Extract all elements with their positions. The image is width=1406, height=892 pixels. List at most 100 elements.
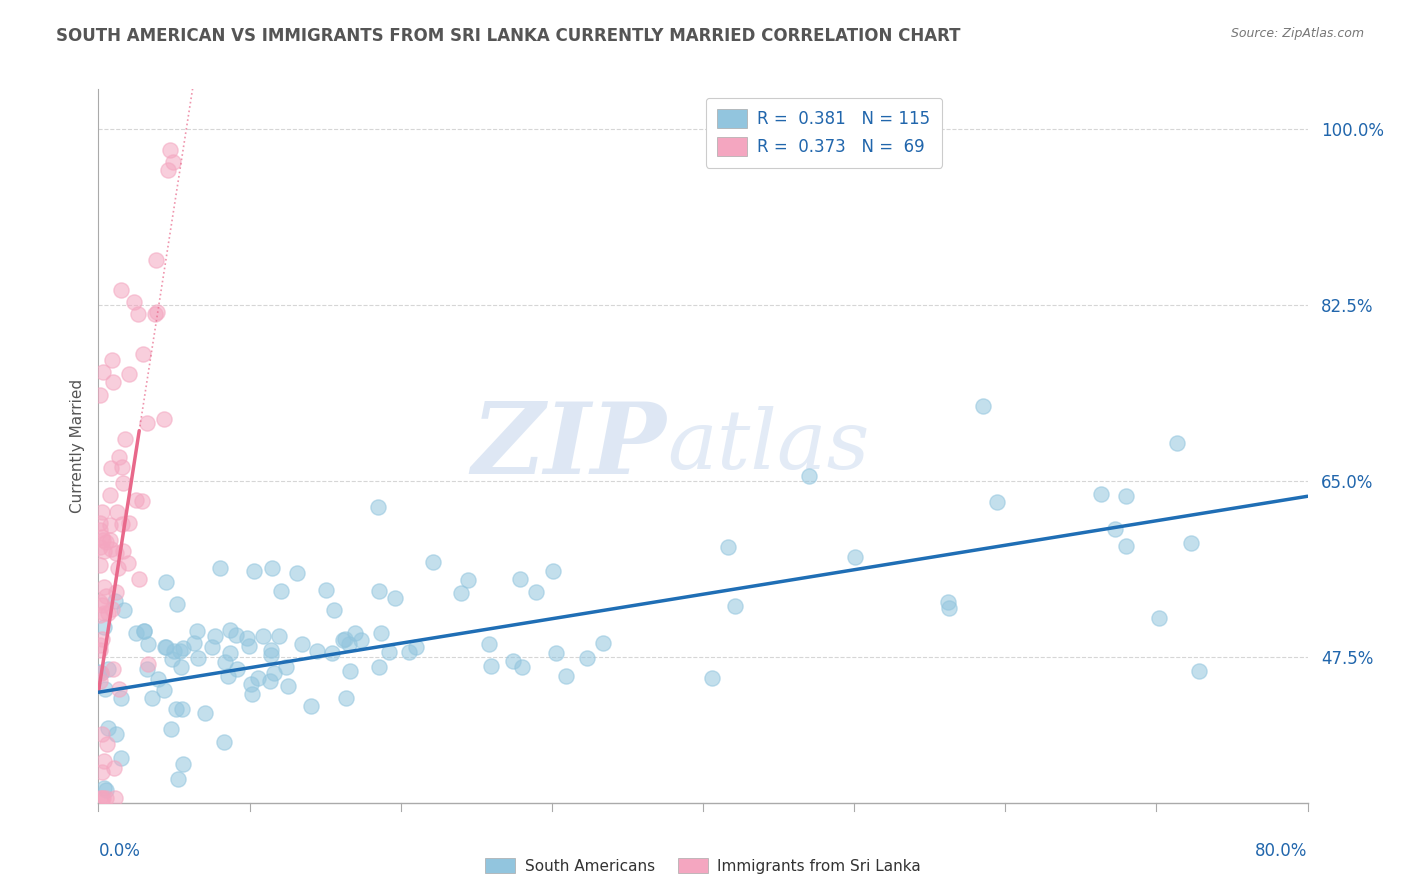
Point — [478, 637, 501, 651]
Point — [277, 679, 299, 693]
Point — [315, 582, 337, 597]
Point — [337, 637, 360, 651]
Point — [339, 665, 361, 679]
Point — [509, 572, 531, 586]
Point — [110, 750, 132, 764]
Point — [159, 143, 181, 157]
Point — [155, 640, 177, 654]
Point — [94, 590, 117, 604]
Point — [1187, 665, 1209, 679]
Point — [370, 625, 392, 640]
Point — [105, 546, 128, 560]
Point — [94, 790, 117, 805]
Point — [172, 702, 194, 716]
Point — [276, 660, 298, 674]
Point — [89, 674, 111, 689]
Point — [90, 764, 112, 779]
Point — [212, 735, 235, 749]
Point — [89, 790, 111, 805]
Point — [1166, 435, 1188, 450]
Point — [546, 646, 568, 660]
Point — [94, 681, 117, 696]
Point — [166, 597, 188, 611]
Point — [367, 584, 389, 599]
Point — [263, 666, 285, 681]
Point — [260, 642, 283, 657]
Point — [333, 632, 356, 646]
Point — [226, 662, 249, 676]
Y-axis label: Currently Married: Currently Married — [69, 379, 84, 513]
Point — [1180, 536, 1202, 550]
Point — [145, 305, 167, 319]
Point — [93, 780, 115, 795]
Point — [101, 662, 124, 676]
Point — [125, 493, 148, 508]
Point — [217, 669, 239, 683]
Point — [91, 530, 114, 544]
Text: atlas: atlas — [666, 406, 869, 486]
Point — [90, 666, 112, 681]
Point — [214, 655, 236, 669]
Point — [259, 674, 281, 689]
Point — [89, 642, 111, 657]
Point — [972, 399, 994, 413]
Point — [110, 283, 132, 297]
Point — [592, 635, 614, 649]
Point — [555, 669, 578, 683]
Point — [105, 505, 128, 519]
Point — [165, 701, 187, 715]
Point — [97, 722, 120, 736]
Point — [367, 500, 389, 515]
Point — [114, 602, 136, 616]
Point — [91, 632, 114, 646]
Point — [1115, 489, 1137, 503]
Point — [208, 561, 231, 575]
Legend: South Americans, Immigrants from Sri Lanka: South Americans, Immigrants from Sri Lan… — [479, 852, 927, 880]
Point — [141, 691, 163, 706]
Point — [105, 585, 128, 599]
Point — [299, 699, 322, 714]
Point — [218, 624, 240, 638]
Point — [163, 644, 186, 658]
Point — [218, 646, 240, 660]
Point — [524, 585, 547, 599]
Point — [252, 629, 274, 643]
Point — [89, 523, 111, 537]
Point — [243, 564, 266, 578]
Point — [204, 629, 226, 643]
Point — [89, 388, 111, 402]
Point — [136, 657, 159, 671]
Point — [89, 638, 111, 652]
Point — [104, 594, 127, 608]
Point — [259, 648, 281, 663]
Point — [194, 706, 217, 720]
Point — [152, 683, 174, 698]
Point — [100, 460, 122, 475]
Point — [239, 677, 262, 691]
Point — [132, 347, 155, 361]
Point — [93, 544, 115, 558]
Point — [368, 660, 391, 674]
Point — [270, 583, 292, 598]
Point — [100, 541, 122, 556]
Point — [170, 660, 193, 674]
Point — [125, 625, 148, 640]
Point — [332, 632, 354, 647]
Point — [797, 469, 820, 483]
Point — [98, 488, 121, 502]
Text: Source: ZipAtlas.com: Source: ZipAtlas.com — [1230, 27, 1364, 40]
Point — [131, 494, 153, 508]
Point — [269, 629, 291, 643]
Point — [238, 640, 260, 654]
Point — [260, 561, 283, 575]
Point — [936, 594, 959, 608]
Point — [146, 673, 169, 687]
Point — [145, 253, 167, 268]
Point — [322, 603, 344, 617]
Point — [405, 640, 427, 655]
Point — [201, 640, 224, 654]
Point — [700, 671, 723, 685]
Point — [105, 727, 128, 741]
Point — [91, 790, 114, 805]
Point — [541, 564, 564, 578]
